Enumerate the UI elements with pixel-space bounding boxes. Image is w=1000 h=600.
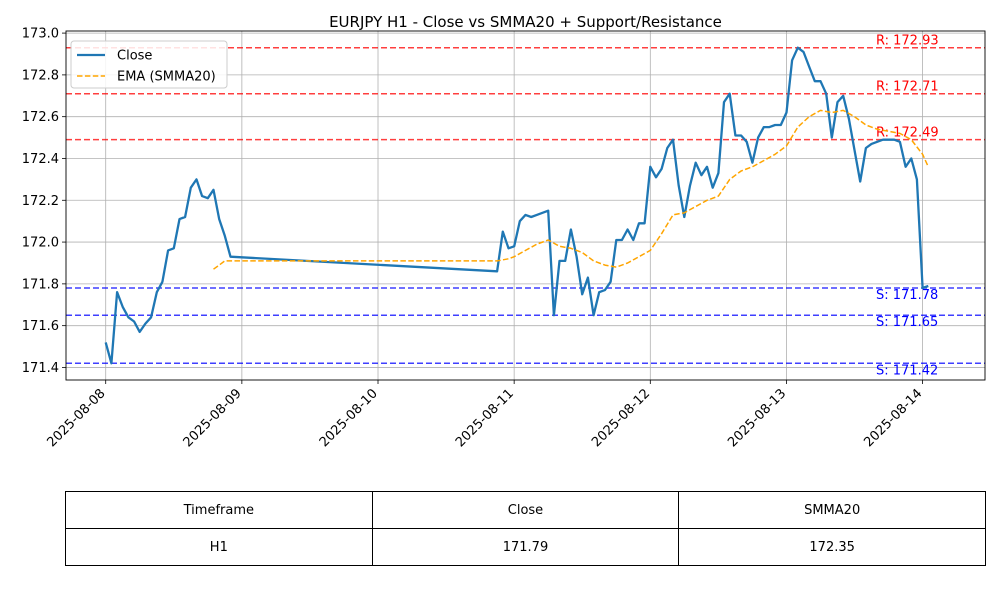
support-label: S: 171.42 xyxy=(876,363,938,378)
y-tick-label: 172.8 xyxy=(22,68,59,83)
support-label: S: 171.78 xyxy=(876,288,938,303)
x-tick-label: 2025-08-12 xyxy=(589,386,653,450)
x-tick-label: 2025-08-13 xyxy=(725,386,789,450)
y-tick-label: 173.0 xyxy=(22,27,59,42)
y-tick-label: 171.6 xyxy=(22,319,59,334)
y-tick-label: 172.4 xyxy=(22,152,59,167)
chart: EURJPY H1 - Close vs SMMA20 + Support/Re… xyxy=(22,13,986,450)
table-row: H1 171.79 172.35 xyxy=(65,528,986,566)
y-tick-label: 172.2 xyxy=(22,194,59,209)
x-tick-label: 2025-08-14 xyxy=(861,386,925,450)
table-cell-smma20: 172.35 xyxy=(678,528,986,566)
x-tick-label: 2025-08-11 xyxy=(453,386,517,450)
plot-frame xyxy=(65,30,986,381)
support-label: S: 171.65 xyxy=(876,315,938,330)
y-tick-label: 172.6 xyxy=(22,110,59,125)
resistance-label: R: 172.93 xyxy=(876,34,939,49)
legend: Close EMA (SMMA20) xyxy=(70,40,228,89)
table-header-cell: SMMA20 xyxy=(678,491,986,529)
resistance-label: R: 172.49 xyxy=(876,126,939,141)
legend-label: Close xyxy=(117,49,152,64)
table-header-cell: Close xyxy=(371,491,680,529)
table-cell-close: 171.79 xyxy=(371,528,680,566)
smma20-series-line xyxy=(213,109,929,270)
y-tick-label: 171.4 xyxy=(22,361,59,376)
x-tick-label: 2025-08-10 xyxy=(317,386,381,450)
close-series-line xyxy=(104,46,929,365)
y-tick-label: 172.0 xyxy=(22,236,59,251)
x-tick-label: 2025-08-09 xyxy=(181,386,245,450)
table-header-cell: Timeframe xyxy=(65,491,373,529)
chart-title: EURJPY H1 - Close vs SMMA20 + Support/Re… xyxy=(329,13,722,31)
resistance-label: R: 172.71 xyxy=(876,80,939,95)
legend-box xyxy=(70,40,228,89)
summary-table: Timeframe Close SMMA20 H1 171.79 172.35 xyxy=(65,491,986,566)
x-tick-label: 2025-08-08 xyxy=(45,386,109,450)
table-cell-timeframe: H1 xyxy=(65,528,373,566)
y-tick-label: 171.8 xyxy=(22,277,59,292)
table-header-row: Timeframe Close SMMA20 xyxy=(65,491,986,529)
legend-label: EMA (SMMA20) xyxy=(117,70,216,85)
